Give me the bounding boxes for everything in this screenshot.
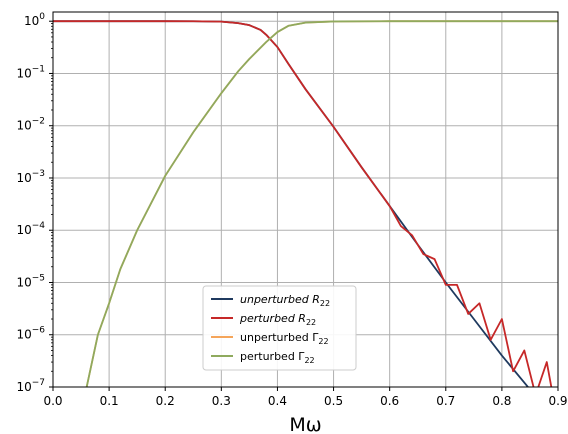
x-tick-label: 0.6: [380, 394, 399, 408]
x-axis-label: Mω: [289, 414, 321, 434]
legend-series-subscript: 22: [318, 337, 328, 346]
x-tick-label: 0.0: [43, 394, 62, 408]
y-tick-exponent: −2: [32, 117, 45, 127]
y-tick-exponent: −3: [32, 169, 45, 179]
x-tick-label: 0.4: [268, 394, 287, 408]
y-tick-exponent: −1: [32, 64, 45, 74]
legend-series-subscript: 22: [306, 318, 316, 327]
x-tick-label: 0.7: [436, 394, 455, 408]
y-tick-label: 100: [24, 12, 45, 28]
x-tick-label: 0.1: [100, 394, 119, 408]
legend-series-name: unperturbed R: [240, 293, 320, 306]
y-tick-label: 10−4: [16, 221, 45, 237]
legend-label-1: perturbed R22: [239, 312, 316, 327]
y-tick-label: 10−6: [16, 326, 45, 342]
legend-series-name: unperturbed Γ: [240, 331, 319, 344]
series-line-3: [85, 20, 558, 387]
y-tick-base: 10: [16, 66, 31, 80]
y-tick-base: 10: [16, 223, 31, 237]
legend-series-name: perturbed R: [239, 312, 306, 325]
y-tick-exponent: −5: [32, 273, 45, 283]
x-tick-label: 0.5: [324, 394, 343, 408]
y-tick-exponent: −6: [32, 326, 46, 336]
y-tick-label: 10−7: [16, 378, 45, 394]
x-tick-label: 0.2: [156, 394, 175, 408]
y-tick-label: 10−2: [16, 117, 45, 133]
legend-label-2: unperturbed Γ22: [240, 331, 329, 346]
y-tick-label: 10−3: [16, 169, 45, 185]
y-tick-label: 10−5: [16, 273, 45, 289]
plot-frame: [52, 11, 559, 388]
legend-series-name: perturbed Γ: [240, 350, 305, 363]
ticks: 0.0 0.1 0.2 0.3 0.4 0.5 0.6 0.7 0.8 0.910010−110−…: [16, 12, 567, 408]
legend-series-subscript: 22: [320, 299, 330, 308]
legend-label-3: perturbed Γ22: [240, 350, 315, 365]
y-tick-base: 10: [24, 14, 39, 28]
y-tick-base: 10: [16, 380, 31, 394]
x-tick-label: 0.8: [492, 394, 511, 408]
y-tick-exponent: −7: [32, 378, 45, 388]
y-tick-label: 10−1: [16, 64, 45, 80]
y-tick-base: 10: [16, 171, 31, 185]
legend-label-0: unperturbed R22: [240, 293, 330, 308]
y-tick-exponent: 0: [39, 12, 45, 22]
legend-series-subscript: 22: [304, 356, 314, 365]
x-tick-label: 0.3: [212, 394, 231, 408]
y-tick-base: 10: [16, 275, 31, 289]
legend-box: [202, 285, 357, 371]
y-tick-base: 10: [16, 328, 31, 342]
y-tick-exponent: −4: [32, 221, 46, 231]
y-tick-base: 10: [16, 119, 31, 133]
series-line-1: [53, 20, 553, 387]
series-layer: [53, 20, 558, 387]
x-tick-label: 0.9: [548, 394, 567, 408]
